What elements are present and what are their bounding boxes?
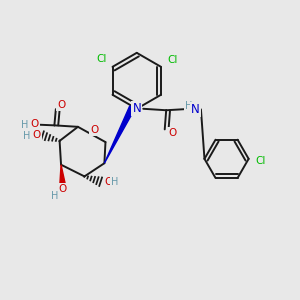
Text: O: O bbox=[59, 184, 67, 194]
Text: O: O bbox=[33, 130, 41, 140]
Text: H: H bbox=[21, 120, 28, 130]
Text: H: H bbox=[185, 101, 193, 111]
Text: O: O bbox=[90, 125, 98, 135]
Text: H: H bbox=[111, 177, 118, 187]
Text: H: H bbox=[51, 191, 58, 201]
Polygon shape bbox=[60, 165, 65, 184]
Text: N: N bbox=[191, 103, 200, 116]
Text: O: O bbox=[168, 128, 176, 138]
Text: O: O bbox=[57, 100, 65, 110]
Text: O: O bbox=[104, 177, 112, 187]
Text: H: H bbox=[22, 131, 30, 141]
Text: Cl: Cl bbox=[256, 156, 266, 166]
Text: Cl: Cl bbox=[96, 54, 106, 64]
Text: O: O bbox=[31, 119, 39, 130]
Text: N: N bbox=[132, 102, 141, 115]
Text: Cl: Cl bbox=[168, 55, 178, 65]
Polygon shape bbox=[104, 106, 135, 163]
